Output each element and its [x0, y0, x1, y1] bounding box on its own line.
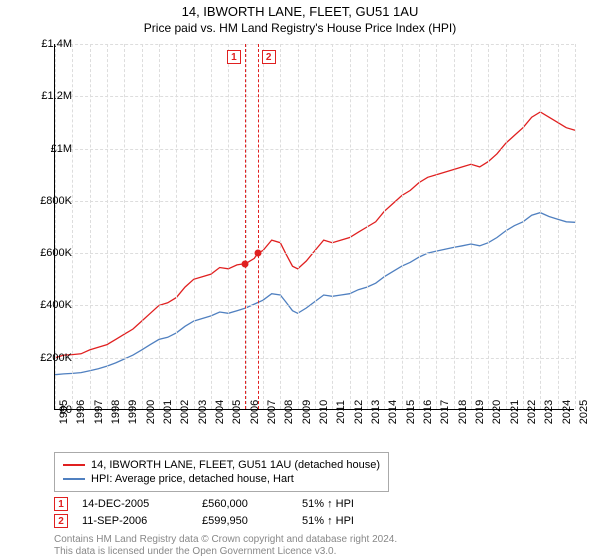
x-axis-label: 2004: [214, 400, 226, 424]
x-axis-label: 2019: [474, 400, 486, 424]
legend-item: HPI: Average price, detached house, Hart: [63, 473, 380, 485]
gridline-x: [72, 44, 73, 409]
y-axis-label: £1M: [51, 143, 72, 155]
marker-dot: [254, 250, 261, 257]
transaction-rows: 1 14-DEC-2005£560,00051% ↑ HPI 2 11-SEP-200…: [54, 494, 402, 531]
chart-plot-area: 12: [54, 44, 574, 410]
transaction-marker: 2: [54, 514, 68, 528]
x-axis-label: 2015: [405, 400, 417, 424]
gridline-x: [384, 44, 385, 409]
legend-item: 14, IBWORTH LANE, FLEET, GU51 1AU (detac…: [63, 459, 380, 471]
gridline-x: [506, 44, 507, 409]
x-axis-label: 2022: [526, 400, 538, 424]
x-axis-label: 2007: [266, 400, 278, 424]
legend-label: 14, IBWORTH LANE, FLEET, GU51 1AU (detac…: [91, 459, 380, 471]
x-axis-label: 2017: [439, 400, 451, 424]
x-axis-label: 2003: [197, 400, 209, 424]
y-axis-label: £400K: [40, 299, 72, 311]
x-axis-label: 1997: [93, 400, 105, 424]
x-axis-label: 2008: [283, 400, 295, 424]
x-axis-label: 2005: [231, 400, 243, 424]
gridline-x: [124, 44, 125, 409]
legend-swatch: [63, 464, 85, 466]
gridline-x: [540, 44, 541, 409]
marker-dot: [241, 260, 248, 267]
marker-box: 1: [227, 50, 241, 64]
x-axis-label: 2012: [353, 400, 365, 424]
legend-label: HPI: Average price, detached house, Hart: [91, 473, 294, 485]
gridline-x: [107, 44, 108, 409]
x-axis-label: 2025: [578, 400, 590, 424]
x-axis-label: 1995: [58, 400, 70, 424]
legend-box: 14, IBWORTH LANE, FLEET, GU51 1AU (detac…: [54, 452, 389, 492]
transaction-price: £599,950: [202, 515, 302, 527]
marker-line: [258, 44, 259, 409]
x-axis-label: 2024: [561, 400, 573, 424]
chart-subtitle: Price paid vs. HM Land Registry's House …: [0, 19, 600, 39]
transaction-price: £560,000: [202, 498, 302, 510]
x-axis-label: 2001: [162, 400, 174, 424]
gridline-x: [471, 44, 472, 409]
x-axis-label: 1998: [110, 400, 122, 424]
y-axis-label: £1.4M: [41, 38, 72, 50]
gridline-x: [142, 44, 143, 409]
transaction-date: 11-SEP-2006: [82, 515, 202, 527]
gridline-x: [211, 44, 212, 409]
gridline-x: [176, 44, 177, 409]
y-axis-label: £200K: [40, 352, 72, 364]
x-axis-label: 2011: [335, 400, 347, 424]
chart-container: 14, IBWORTH LANE, FLEET, GU51 1AU Price …: [0, 0, 600, 560]
x-axis-label: 2023: [543, 400, 555, 424]
license-text: Contains HM Land Registry data © Crown c…: [54, 534, 397, 558]
gridline-x: [454, 44, 455, 409]
gridline-x: [488, 44, 489, 409]
gridline-x: [298, 44, 299, 409]
x-axis-label: 2020: [491, 400, 503, 424]
license-line: Contains HM Land Registry data © Crown c…: [54, 534, 397, 546]
gridline-x: [350, 44, 351, 409]
gridline-x: [436, 44, 437, 409]
gridline-x: [228, 44, 229, 409]
y-axis-label: £800K: [40, 195, 72, 207]
transaction-row: 2 11-SEP-2006£599,95051% ↑ HPI: [54, 514, 402, 528]
x-axis-label: 2016: [422, 400, 434, 424]
legend-swatch: [63, 478, 85, 480]
gridline-x: [159, 44, 160, 409]
gridline-x: [263, 44, 264, 409]
transaction-date: 14-DEC-2005: [82, 498, 202, 510]
x-axis-label: 2013: [370, 400, 382, 424]
transaction-marker: 1: [54, 497, 68, 511]
marker-box: 2: [262, 50, 276, 64]
gridline-x: [332, 44, 333, 409]
gridline-x: [194, 44, 195, 409]
gridline-x: [280, 44, 281, 409]
x-axis-label: 2021: [509, 400, 521, 424]
transaction-row: 1 14-DEC-2005£560,00051% ↑ HPI: [54, 497, 402, 511]
x-axis-label: 1996: [75, 400, 87, 424]
y-axis-label: £600K: [40, 247, 72, 259]
marker-line: [245, 44, 246, 409]
gridline-x: [315, 44, 316, 409]
x-axis-label: 2010: [318, 400, 330, 424]
x-axis-label: 2014: [387, 400, 399, 424]
chart-title: 14, IBWORTH LANE, FLEET, GU51 1AU: [0, 0, 600, 19]
gridline-x: [90, 44, 91, 409]
y-axis-label: £1.2M: [41, 90, 72, 102]
gridline-x: [402, 44, 403, 409]
x-axis-label: 2018: [457, 400, 469, 424]
license-line: This data is licensed under the Open Gov…: [54, 546, 397, 558]
x-axis-label: 2006: [249, 400, 261, 424]
gridline-x: [523, 44, 524, 409]
x-axis-label: 2000: [145, 400, 157, 424]
x-axis-label: 1999: [127, 400, 139, 424]
gridline-x: [575, 44, 576, 409]
gridline-x: [558, 44, 559, 409]
transaction-pct: 51% ↑ HPI: [302, 515, 402, 527]
gridline-x: [419, 44, 420, 409]
x-axis-label: 2002: [179, 400, 191, 424]
gridline-x: [367, 44, 368, 409]
x-axis-label: 2009: [301, 400, 313, 424]
transaction-pct: 51% ↑ HPI: [302, 498, 402, 510]
